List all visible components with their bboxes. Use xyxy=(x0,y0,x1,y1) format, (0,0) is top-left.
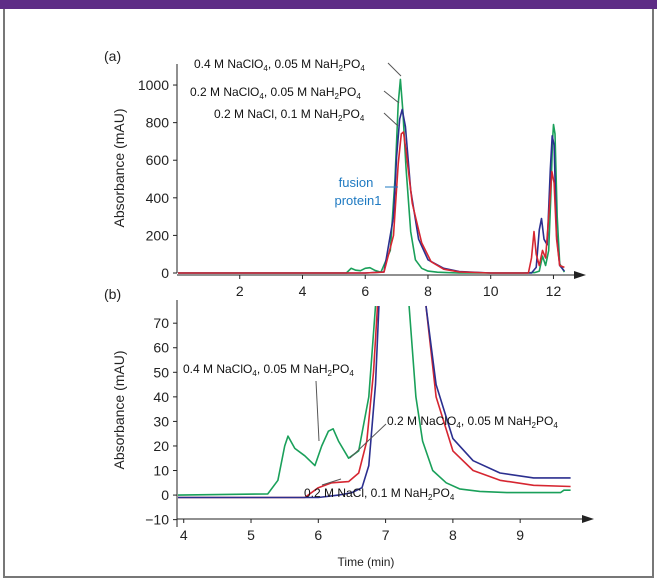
panel-a-x-tick-label: 6 xyxy=(361,283,369,299)
header-color-bar xyxy=(0,0,657,9)
annotation-line-2: protein1 xyxy=(335,193,382,208)
panel-b-x-tick-label: 8 xyxy=(449,527,457,543)
panel-a-label-series-2: 0.2 M NaClO4, 0.05 M NaH2PO4 xyxy=(190,85,361,101)
panel-b-y-tick-label: 60 xyxy=(153,340,169,356)
panel-b-series-3-line xyxy=(425,305,571,479)
panel-b-x-tick-label: 7 xyxy=(382,527,390,543)
panel-b-x-tick-label: 6 xyxy=(314,527,322,543)
panel-b-series-1-line xyxy=(408,305,571,494)
panel-b-x-axis-arrow xyxy=(582,515,594,523)
panel-a-label-series-3: 0.2 M NaCl, 0.1 M NaH2PO4 xyxy=(214,107,365,123)
panel-a-y-tick-label: 0 xyxy=(161,265,169,281)
panel-b-label-series-1: 0.4 M NaClO4, 0.05 M NaH2PO4 xyxy=(183,362,354,378)
panel-a-y-tick-label: 200 xyxy=(146,227,170,243)
panel-b-series-2-line xyxy=(178,305,379,499)
panel-b-series-2-line xyxy=(425,305,571,488)
panel-a-x-tick-label: 8 xyxy=(424,283,432,299)
panel-b-label-pointer-3 xyxy=(321,478,342,486)
panel-a-ylabel: Absorbance (mAU) xyxy=(111,108,127,227)
panel-a-label-pointer-3 xyxy=(383,112,399,127)
panel-b-x-tick-label: 9 xyxy=(516,527,524,543)
panel-a-plot: 0 200 400 600 800 1000 2 4 6 8 10 12 xyxy=(138,64,586,299)
panel-a-x-tick-label: 2 xyxy=(236,283,244,299)
panel-a-series-2-line xyxy=(178,108,566,274)
panel-a-y-tick-label: 800 xyxy=(146,115,170,131)
figure-frame xyxy=(3,9,654,578)
panel-a-label: (a) xyxy=(104,48,121,64)
panel-b-y-tick-label: −10 xyxy=(145,512,169,528)
panel-a-x-tick-label: 12 xyxy=(546,283,562,299)
panel-b-label-series-2: 0.2 M NaClO4, 0.05 M NaH2PO4 xyxy=(387,414,558,430)
panel-a-x-tick-label: 10 xyxy=(483,283,499,299)
panel-a-y-tick-label: 400 xyxy=(146,190,170,206)
panel-b-y-tick-label: 40 xyxy=(153,389,169,405)
panel-b-series-group xyxy=(178,305,571,499)
panel-b-y-tick-label: 70 xyxy=(153,315,169,331)
panel-b-series-3-line xyxy=(178,305,380,499)
annotation-line-1: fusion xyxy=(339,175,374,190)
panel-b-series-1-line xyxy=(178,305,377,496)
panel-b-x-tick-label: 5 xyxy=(247,527,255,543)
panel-a-y-tick-label: 600 xyxy=(146,152,170,168)
panel-b-y-tick-label: 50 xyxy=(153,364,169,380)
panel-a-series-group xyxy=(178,78,566,274)
panel-b-label-pointer-2 xyxy=(349,423,387,459)
panel-b-x-tick-label: 4 xyxy=(180,527,188,543)
panel-b-y-tick-label: 30 xyxy=(153,413,169,429)
panel-a-x-axis-arrow xyxy=(574,271,586,279)
panel-b-ylabel: Absorbance (mAU) xyxy=(111,350,127,469)
panel-a-y-tick-label: 1000 xyxy=(138,77,169,93)
panel-a-x-tick-label: 4 xyxy=(299,283,307,299)
panel-b-label-pointer-1 xyxy=(315,380,320,442)
panel-a-series-3-line xyxy=(178,131,565,274)
panel-b-y-tick-label: 10 xyxy=(153,463,169,479)
panel-b-label-series-3: 0.2 M NaCl, 0.1 M NaH2PO4 xyxy=(304,486,455,502)
panel-a-label-series-1: 0.4 M NaClO4, 0.05 M NaH2PO4 xyxy=(194,57,365,73)
panel-b-label: (b) xyxy=(104,286,121,302)
panel-a-label-pointer-2 xyxy=(383,90,400,104)
panel-a-label-pointer-1 xyxy=(387,62,402,77)
panel-b-y-tick-label: 0 xyxy=(161,487,169,503)
panel-b-y-tick-label: 20 xyxy=(153,438,169,454)
x-axis-title: Time (min) xyxy=(338,555,395,569)
